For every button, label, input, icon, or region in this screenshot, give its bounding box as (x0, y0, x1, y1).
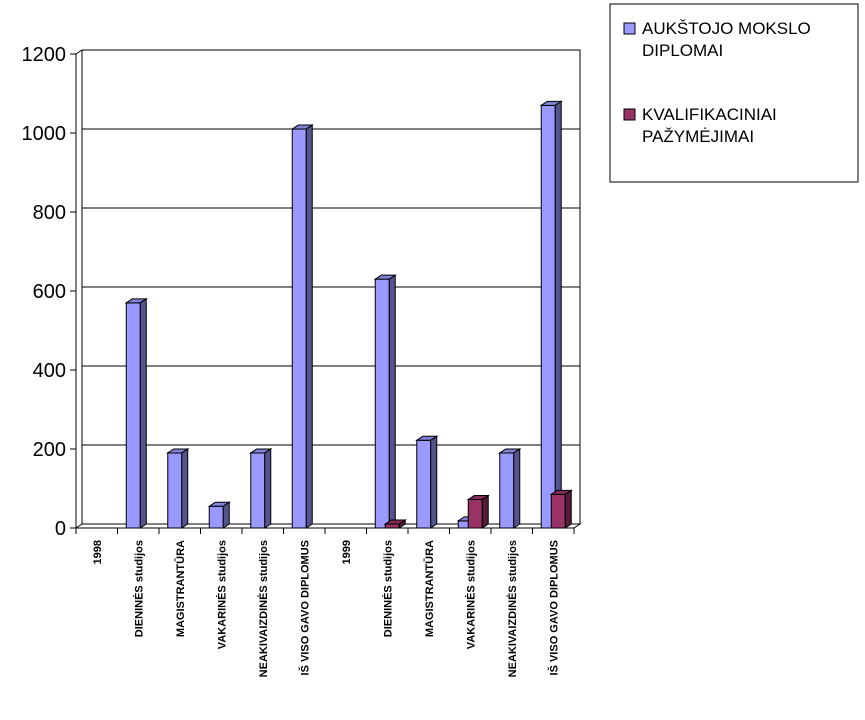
x-tick-label: MAGISTRANTŪRA (175, 540, 187, 637)
x-tick-label: DIENINĖS studijos (132, 540, 145, 637)
x-tick-label: IŠ VISO GAVO DIPLOMUS (298, 540, 311, 675)
bar (166, 448, 190, 529)
bar-front (550, 493, 566, 529)
bar-side (264, 448, 272, 529)
bar-side (554, 100, 562, 529)
bar-front (250, 452, 266, 529)
bar (415, 435, 439, 529)
bar-front (291, 128, 307, 529)
y-tick-label: 600 (33, 281, 66, 303)
y-tick-label: 0 (55, 518, 66, 540)
x-tick-label: NEAKIVAIZDINĖS studijos (506, 540, 519, 677)
legend-swatch (623, 22, 636, 35)
legend-label: AUKŠTOJO MOKSLO (642, 19, 811, 38)
bar (549, 489, 573, 529)
bar-side (513, 448, 521, 529)
bar (466, 494, 490, 529)
legend: AUKŠTOJO MOKSLO DIPLOMAI KVALIFIKACINIAI PA… (609, 3, 859, 183)
x-tick-label: 1998 (92, 540, 104, 564)
bar (124, 297, 148, 529)
x-tick-label: VAKARINĖS studijos (464, 540, 477, 649)
bar-front (499, 452, 515, 529)
bar-side (564, 489, 572, 529)
y-tick-label: 800 (33, 202, 66, 224)
legend-label: DIPLOMAI (642, 41, 723, 60)
y-tick-label: 200 (33, 439, 66, 461)
bar-front (416, 439, 432, 529)
bar-front (384, 523, 400, 529)
x-tick-label: VAKARINĖS studijos (215, 540, 228, 649)
bar-side (388, 274, 396, 529)
bar-front (125, 302, 141, 529)
bar-front (540, 104, 556, 529)
bar-side (181, 448, 189, 529)
bar (207, 501, 231, 529)
y-tick-label: 1000 (22, 123, 67, 145)
x-tick-label: DIENINĖS studijos (381, 540, 394, 637)
y-axis-depth-line (75, 49, 83, 55)
y-tick-label: 400 (33, 360, 66, 382)
bar (539, 100, 563, 529)
legend-label: PAŽYMĖJIMAI (642, 127, 754, 146)
bar (498, 448, 522, 529)
bar-side (398, 519, 406, 529)
bar-front (167, 452, 183, 529)
legend-box (609, 3, 859, 183)
bar-front (467, 499, 483, 529)
x-tick-label: 1999 (341, 540, 353, 564)
y-tick-label: 1200 (22, 44, 67, 66)
legend-label: KVALIFIKACINIAI (642, 105, 777, 124)
legend-swatch (623, 108, 636, 121)
bar-side (305, 124, 313, 529)
bar (373, 274, 397, 529)
bar-side (481, 494, 489, 529)
bar-front (208, 505, 224, 529)
bar (290, 124, 314, 529)
bar-front (374, 278, 390, 529)
bar-side (222, 501, 230, 529)
x-tick-label: NEAKIVAIZDINĖS studijos (257, 540, 270, 677)
x-tick-label: MAGISTRANTŪRA (424, 540, 436, 637)
bar-side (430, 435, 438, 529)
plot-area: 0 200 400 600 800 1000 1200 1998 DIENINĖS studij… (22, 44, 582, 677)
bar (249, 448, 273, 529)
bar-side (139, 297, 147, 529)
x-tick-label: IŠ VISO GAVO DIPLOMUS (547, 540, 560, 675)
bar (383, 519, 407, 529)
